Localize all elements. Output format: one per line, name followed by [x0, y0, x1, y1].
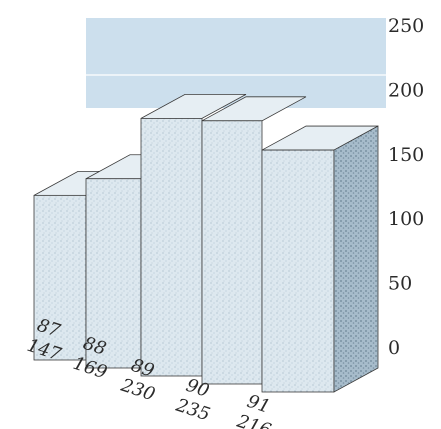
backdrop-panel — [86, 18, 386, 108]
bars-group — [33, 94, 379, 393]
y-tick-label: 200 — [388, 79, 424, 101]
bar-88 — [85, 154, 186, 369]
bar-91 — [261, 125, 379, 393]
chart-backdrop — [86, 18, 386, 108]
y-tick-label: 50 — [388, 273, 412, 295]
bar-front-face — [140, 118, 203, 377]
y-tick-label: 100 — [388, 208, 424, 230]
bar-front-face — [33, 194, 87, 361]
bar-front-face — [261, 149, 335, 393]
x-label-value: 235 — [173, 394, 213, 425]
bar-side-face — [333, 125, 379, 393]
x-label-value: 230 — [118, 374, 158, 405]
bar-front-face — [85, 178, 142, 369]
bar-89 — [140, 94, 247, 377]
y-axis-ticks: 0 50 100 150 200 250 — [388, 15, 424, 359]
y-tick-label: 250 — [388, 15, 424, 37]
y-tick-label: 0 — [388, 337, 400, 359]
bar-front-face — [201, 120, 263, 385]
y-tick-label: 150 — [388, 144, 424, 166]
bar-90 — [201, 96, 307, 385]
